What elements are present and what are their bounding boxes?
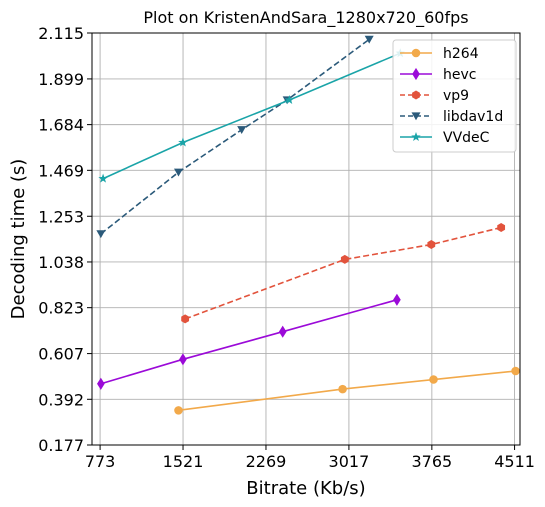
series-line bbox=[100, 38, 370, 235]
x-axis-ticks: 773 1521 2269 3017 3765 4511 bbox=[85, 445, 535, 471]
y-tick-label: 0.177 bbox=[38, 436, 84, 455]
legend-label: libdav1d bbox=[443, 109, 503, 125]
y-axis-label: Decoding time (s) bbox=[8, 159, 29, 320]
data-point bbox=[497, 223, 506, 233]
y-tick-label: 1.684 bbox=[38, 116, 84, 135]
data-point bbox=[284, 95, 295, 104]
y-tick-label: 1.253 bbox=[38, 207, 84, 226]
x-tick-label: 3765 bbox=[411, 452, 452, 471]
plot-frame bbox=[91, 32, 521, 446]
legend-item: vp9 bbox=[400, 88, 469, 104]
data-point bbox=[179, 353, 187, 366]
series-hevc bbox=[97, 293, 401, 390]
legend-item: libdav1d bbox=[400, 109, 503, 125]
series-layer bbox=[96, 35, 520, 415]
y-tick-label: 0.607 bbox=[38, 345, 84, 364]
legend-label: VVdeC bbox=[443, 130, 490, 146]
x-tick-label: 773 bbox=[85, 452, 116, 471]
data-point bbox=[429, 375, 438, 384]
series-h264 bbox=[174, 366, 520, 415]
legend-label: hevc bbox=[443, 67, 476, 83]
x-axis-label: Bitrate (Kb/s) bbox=[246, 478, 365, 499]
data-point bbox=[96, 230, 106, 239]
legend-label: vp9 bbox=[443, 88, 469, 104]
legend-item: hevc bbox=[400, 67, 476, 83]
legend-marker bbox=[411, 132, 421, 142]
y-tick-label: 0.392 bbox=[38, 390, 84, 409]
series-libdav1d bbox=[96, 35, 374, 239]
legend-marker bbox=[411, 112, 421, 121]
series-line bbox=[178, 370, 516, 412]
series-vvdec bbox=[98, 48, 405, 183]
y-tick-label: 1.899 bbox=[38, 70, 84, 89]
data-point bbox=[173, 168, 183, 177]
y-tick-label: 1.469 bbox=[38, 161, 84, 180]
data-point bbox=[278, 325, 287, 338]
data-point bbox=[427, 240, 436, 250]
legend-marker bbox=[412, 90, 420, 100]
chart-title: Plot on KristenAndSara_1280x720_60fps bbox=[143, 8, 468, 28]
series-line bbox=[102, 52, 401, 180]
legend-item: h264 bbox=[400, 46, 479, 62]
x-tick-label: 4511 bbox=[494, 452, 535, 471]
data-point bbox=[174, 406, 183, 415]
data-point bbox=[511, 366, 520, 376]
legend-marker bbox=[411, 48, 421, 58]
data-point bbox=[97, 377, 105, 390]
data-point bbox=[364, 35, 374, 44]
data-point bbox=[340, 254, 349, 264]
data-point bbox=[98, 173, 108, 183]
data-point bbox=[393, 293, 401, 306]
legend-label: h264 bbox=[443, 46, 479, 62]
legend-box bbox=[392, 39, 517, 153]
legend: h264 hevc vp9 libdav1d VVdeC bbox=[392, 39, 517, 153]
series-line bbox=[184, 226, 502, 320]
data-point bbox=[178, 137, 188, 147]
x-tick-label: 1521 bbox=[163, 452, 204, 471]
legend-marker bbox=[412, 67, 420, 81]
data-point bbox=[181, 314, 190, 324]
y-tick-label: 1.038 bbox=[38, 253, 84, 272]
series-vp9 bbox=[181, 223, 506, 324]
legend-item: VVdeC bbox=[400, 130, 490, 146]
series-line bbox=[100, 299, 398, 385]
data-point bbox=[338, 384, 347, 394]
y-axis-ticks: 0.177 0.392 0.607 0.823 1.038 1.253 1.469 1.684… bbox=[38, 24, 92, 455]
y-tick-label: 2.115 bbox=[38, 24, 84, 43]
x-tick-label: 2269 bbox=[246, 452, 287, 471]
data-point bbox=[237, 126, 247, 135]
y-tick-label: 0.823 bbox=[38, 299, 84, 318]
x-tick-label: 3017 bbox=[329, 452, 370, 471]
